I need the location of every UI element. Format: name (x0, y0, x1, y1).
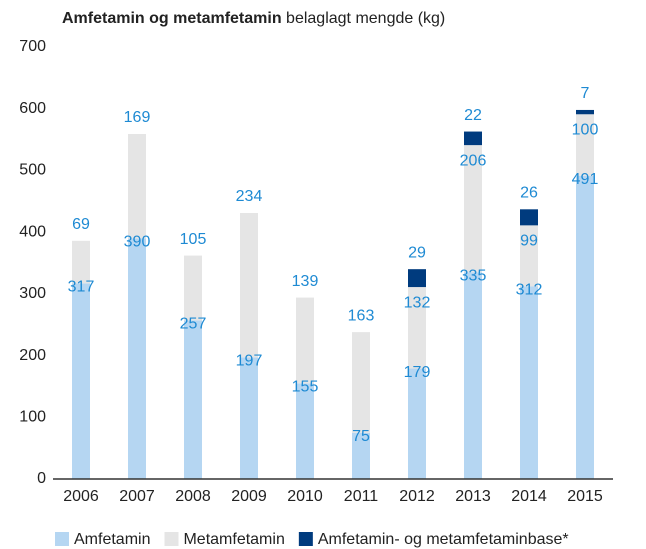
bar-segment (72, 283, 90, 479)
value-label: 257 (180, 316, 207, 333)
legend-swatch (298, 532, 313, 546)
bar-segment (352, 432, 370, 479)
bar-segment (408, 368, 426, 479)
value-label: 390 (124, 234, 151, 251)
legend-label: Metamfetamin (183, 531, 284, 548)
bar-segment (520, 209, 538, 226)
legend-swatch (164, 532, 179, 546)
x-tick-label: 2008 (175, 488, 211, 505)
value-label: 317 (68, 279, 95, 296)
value-label: 132 (404, 294, 431, 311)
y-tick-label: 300 (19, 285, 46, 302)
x-tick-label: 2010 (287, 488, 323, 505)
x-tick-label: 2007 (119, 488, 155, 505)
bar-segment (72, 240, 90, 284)
title-unit: belaglagt mengde (kg) (286, 10, 445, 27)
bar-segment (576, 175, 594, 480)
chart-title: Amfetamin og metamfetamin belaglagt meng… (62, 10, 445, 27)
y-tick-label: 200 (19, 347, 46, 364)
legend-label: Amfetamin- og metamfetaminbase* (318, 531, 569, 548)
bar-segment (464, 272, 482, 479)
value-label: 26 (520, 185, 538, 202)
y-tick-label: 100 (19, 409, 46, 426)
bar-segment (352, 332, 370, 433)
value-label: 234 (236, 188, 263, 205)
y-tick-label: 500 (19, 162, 46, 179)
value-label: 69 (72, 216, 90, 233)
value-label: 7 (581, 85, 590, 102)
legend-label: Amfetamin (74, 531, 150, 548)
bar-segment (296, 297, 314, 384)
value-label: 100 (572, 121, 599, 138)
y-tick-label: 600 (19, 100, 46, 117)
value-label: 312 (516, 282, 543, 299)
bar-segment (464, 131, 482, 146)
bar-segment (296, 383, 314, 479)
value-label: 169 (124, 109, 151, 126)
y-tick-label: 700 (19, 38, 46, 55)
value-label: 155 (292, 379, 319, 396)
value-label: 105 (180, 231, 207, 248)
value-label: 206 (460, 152, 487, 169)
value-label: 22 (464, 107, 482, 124)
bar-segment (408, 287, 426, 369)
value-label: 75 (352, 428, 370, 445)
bar-segment (184, 320, 202, 479)
y-tick-label: 0 (37, 470, 46, 487)
x-tick-label: 2011 (344, 488, 379, 505)
legend-swatch (55, 532, 69, 546)
bar-segment (184, 255, 202, 321)
value-label: 29 (408, 244, 426, 261)
value-label: 163 (348, 307, 375, 324)
bar-segment (240, 357, 258, 479)
bar-segment (576, 109, 594, 115)
x-tick-label: 2013 (455, 488, 491, 505)
bar-segment (240, 213, 258, 358)
x-tick-label: 2014 (511, 488, 547, 505)
bar-segment (576, 114, 594, 176)
value-label: 99 (520, 233, 538, 250)
y-tick-label: 400 (19, 223, 46, 240)
value-label: 491 (572, 171, 599, 188)
bar-segment (464, 145, 482, 273)
value-label: 179 (404, 364, 431, 381)
bar-segment (128, 238, 146, 479)
title-bold: Amfetamin og metamfetamin (62, 10, 282, 27)
x-tick-label: 2009 (231, 488, 267, 505)
bar-segment (408, 269, 426, 288)
value-label: 139 (292, 273, 319, 290)
bar-segment (128, 134, 146, 239)
x-tick-label: 2006 (63, 488, 99, 505)
value-label: 197 (236, 353, 263, 370)
x-tick-label: 2015 (567, 488, 603, 505)
value-label: 335 (460, 267, 487, 284)
x-tick-label: 2012 (399, 488, 435, 505)
bar-segment (520, 225, 538, 287)
bar-segment (520, 286, 538, 479)
